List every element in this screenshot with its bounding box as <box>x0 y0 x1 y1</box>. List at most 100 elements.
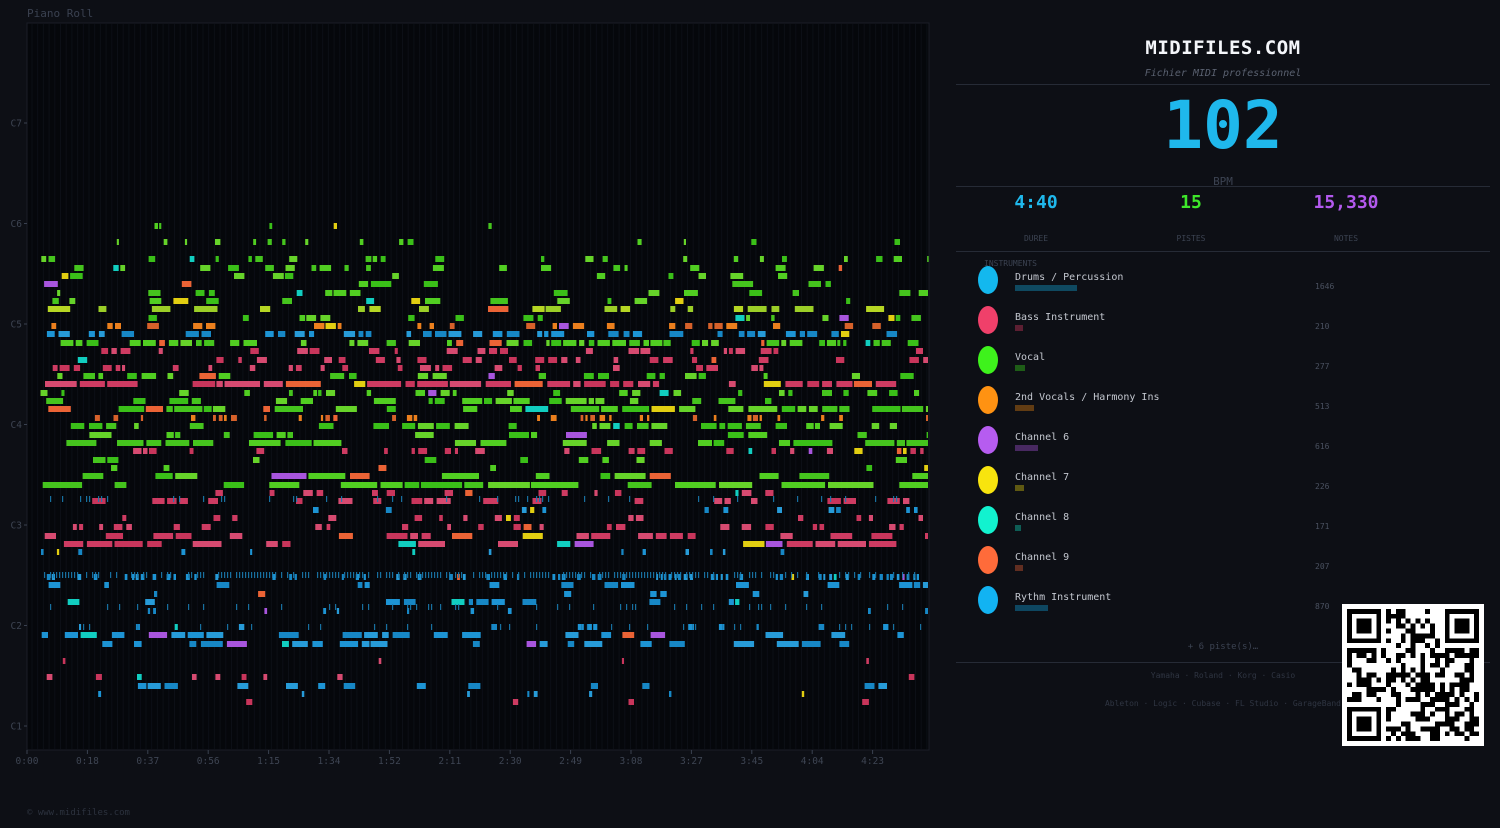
note <box>285 440 312 446</box>
note <box>523 315 534 321</box>
time-label: 3:45 <box>740 756 763 767</box>
note <box>512 572 514 578</box>
note <box>98 572 100 578</box>
qr-module <box>1420 633 1426 639</box>
qr-module <box>1415 618 1421 624</box>
qr-module <box>1439 697 1445 702</box>
note <box>242 315 249 321</box>
note <box>269 496 271 502</box>
note <box>638 533 653 539</box>
note <box>785 604 787 610</box>
note <box>557 604 559 610</box>
instrument-row[interactable]: Bass Instrument 210 <box>976 306 1496 346</box>
instrument-share-bar <box>1015 485 1024 491</box>
note <box>161 572 163 578</box>
note <box>325 290 333 296</box>
qr-module <box>1356 697 1362 702</box>
note <box>451 599 465 605</box>
note <box>698 496 700 502</box>
qr-module <box>1444 701 1450 707</box>
note <box>806 423 814 429</box>
instrument-row[interactable]: Rythm Instrument 870 <box>976 586 1496 626</box>
note <box>808 281 821 287</box>
note <box>734 624 736 630</box>
note <box>344 572 346 578</box>
note <box>185 574 190 580</box>
qr-module <box>1430 697 1436 702</box>
instrument-row[interactable]: 2nd Vocals / Harmony Ins 513 <box>976 386 1496 426</box>
note <box>650 591 657 597</box>
time-label: 0:56 <box>197 756 220 767</box>
note <box>59 365 70 371</box>
note <box>490 465 496 471</box>
note <box>436 498 451 504</box>
note <box>107 496 109 502</box>
instrument-row[interactable]: Drums / Percussion 1646 <box>976 266 1496 306</box>
note <box>326 496 328 502</box>
qr-module <box>1400 638 1406 644</box>
note <box>463 406 478 412</box>
note <box>134 641 142 647</box>
qr-module <box>1435 657 1440 663</box>
note <box>818 624 825 630</box>
note <box>629 398 639 404</box>
note <box>797 572 799 578</box>
note <box>558 574 561 580</box>
note <box>715 574 718 580</box>
note <box>494 365 503 371</box>
instrument-row[interactable]: Channel 8 171 <box>976 506 1496 546</box>
qr-module <box>1420 638 1426 644</box>
note <box>46 398 64 404</box>
note <box>134 423 139 429</box>
note <box>853 381 872 387</box>
note <box>490 298 508 304</box>
note <box>518 572 520 578</box>
instrument-row[interactable]: Vocal 277 <box>976 346 1496 386</box>
note <box>349 290 361 296</box>
qr-code[interactable] <box>1342 604 1484 746</box>
qr-module <box>1400 662 1406 668</box>
note <box>530 482 579 488</box>
note <box>454 423 469 429</box>
time-label: 1:15 <box>257 756 280 767</box>
note <box>738 390 743 396</box>
note <box>590 683 598 689</box>
note <box>659 390 669 396</box>
note <box>635 572 637 578</box>
note <box>869 624 871 630</box>
qr-module <box>1351 667 1357 673</box>
note <box>243 340 257 346</box>
note <box>710 574 715 580</box>
note <box>245 572 247 578</box>
note <box>145 599 155 605</box>
note <box>230 572 232 578</box>
note <box>86 572 88 578</box>
note <box>187 632 204 638</box>
note <box>350 473 370 479</box>
note <box>537 331 543 337</box>
qr-module <box>1454 716 1460 722</box>
note <box>642 549 646 555</box>
note <box>509 624 511 630</box>
note <box>683 256 688 262</box>
instrument-row[interactable]: Channel 6 616 <box>976 426 1496 466</box>
note <box>629 572 631 578</box>
note <box>175 533 192 539</box>
note <box>759 365 764 371</box>
note <box>644 572 646 578</box>
note <box>611 624 613 630</box>
note <box>193 440 214 446</box>
more-tracks-link[interactable]: + 6 piste(s)… <box>1187 642 1259 652</box>
note <box>98 373 104 379</box>
note <box>737 496 739 502</box>
note <box>282 541 291 547</box>
qr-module <box>1366 648 1372 653</box>
divider <box>956 662 1490 663</box>
instrument-row[interactable]: Channel 7 226 <box>976 466 1496 506</box>
note <box>264 608 268 614</box>
qr-module <box>1405 726 1411 732</box>
instrument-row[interactable]: Channel 9 207 <box>976 546 1496 586</box>
note <box>569 604 571 610</box>
note <box>856 515 862 521</box>
